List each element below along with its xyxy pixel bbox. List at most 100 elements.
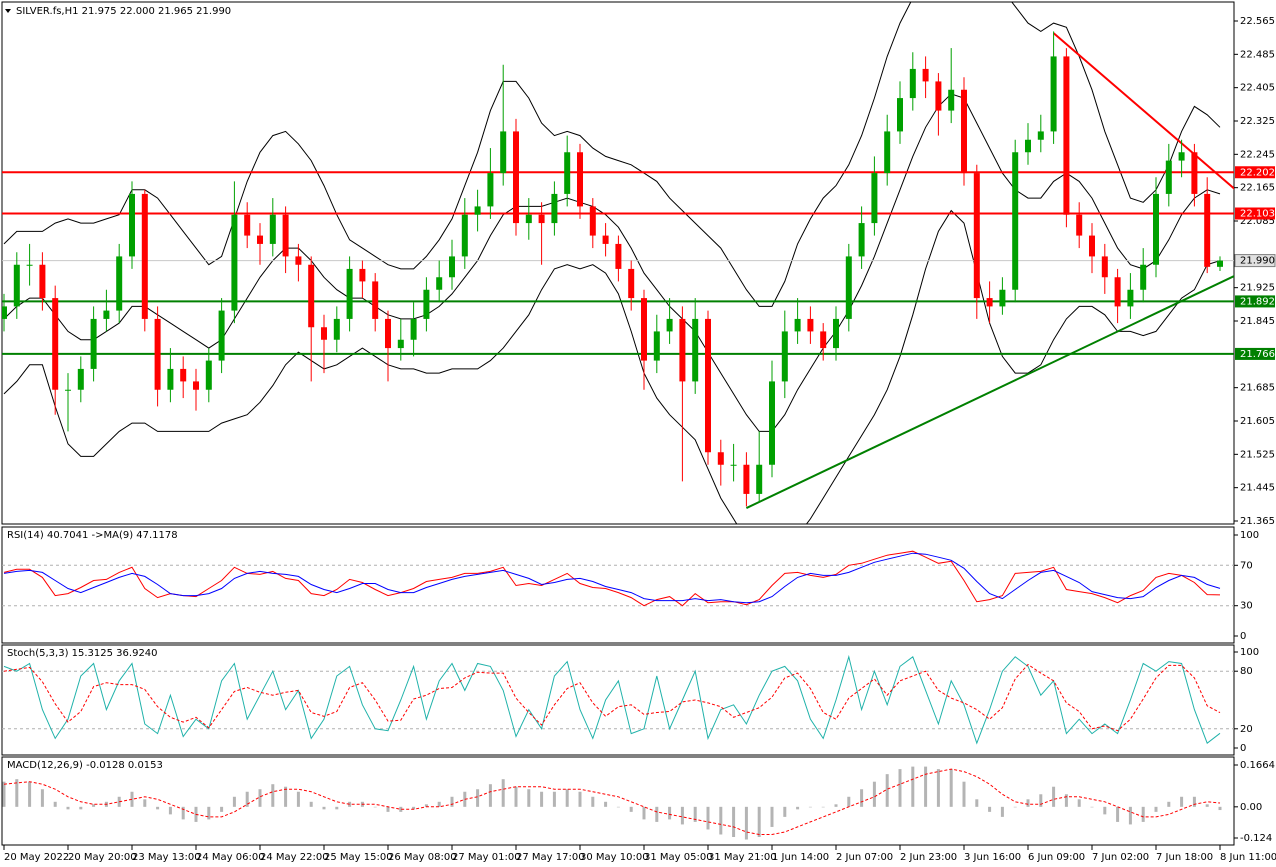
histogram-bar [1218,806,1222,811]
histogram-bar [1039,794,1043,807]
histogram-bar [821,806,825,808]
level-label-box [1235,207,1275,220]
x-tick-label: 27 May 17:00 [516,852,585,863]
candle-body [845,256,852,319]
candle-body [628,268,635,299]
candle-body [756,464,763,494]
candle-body [449,256,455,278]
candle-body [487,173,494,207]
histogram-bar [143,799,147,807]
y-tick-label: 22.245 [1240,149,1275,160]
histogram-bar [783,806,787,817]
histogram-bar [322,806,326,810]
candle-body [961,89,967,174]
histogram-bar [706,806,710,830]
candle-body [295,256,302,265]
y-tick-label: 100 [1240,647,1259,658]
candle-body [1114,277,1121,307]
histogram-bar [949,769,953,807]
histogram-bar [335,806,339,810]
x-tick-label: 7 Jun 18:00 [1156,852,1213,863]
candle-body [717,452,724,465]
candle-body [193,381,199,390]
histogram-bar [66,806,70,810]
candle-body [1127,289,1134,307]
histogram-bar [284,786,288,807]
candle-body [129,193,135,257]
histogram-bar [975,799,979,807]
candle-body [807,318,814,332]
histogram-bar [130,791,134,807]
candle-body [461,214,468,257]
histogram-bar [1154,806,1158,812]
histogram-bar [885,774,889,807]
histogram-bar [898,769,902,807]
histogram-bar [424,804,428,807]
level-label: 21.892 [1240,296,1275,307]
candle-body [935,81,942,111]
histogram-bar [53,801,57,807]
x-tick-label: 2 Jun 07:00 [836,852,893,863]
candle-body [13,264,20,307]
histogram-bar [962,781,966,807]
candle-body [167,368,174,390]
candle-body [794,318,801,332]
candle-body [26,264,33,266]
histogram-bar [744,806,748,840]
histogram-bar [1064,794,1068,807]
candle-body [1063,56,1070,215]
histogram-bar [437,801,441,807]
current-price-box [1234,254,1276,268]
indicator-line [3,2,1221,307]
candle-body [538,214,545,224]
y-tick-label: 21.685 [1240,383,1275,394]
x-tick-label: 7 Jun 02:00 [1092,852,1149,863]
level-label-box [1235,295,1275,308]
candle-body [1025,139,1031,153]
candle-body [615,243,622,269]
histogram-bar [168,806,172,815]
level-label: 21.766 [1240,349,1275,360]
candle-body [410,318,417,340]
candle-body [577,152,583,207]
x-tick-label: 27 May 01:00 [452,852,521,863]
candle-body [1140,264,1147,290]
histogram-bar [732,806,736,837]
histogram-bar [527,789,531,807]
collapse-icon[interactable] [5,9,11,13]
candle-body [1012,152,1019,290]
panel-plot [2,766,1222,840]
level-label: 22.202 [1240,167,1275,178]
candle-body [1191,152,1198,194]
candle-body [65,389,71,391]
stoch-title: Stoch(5,3,3) 15.3125 36.9240 [7,648,158,659]
x-tick-label: 8 Jun 11:00 [1220,852,1276,863]
y-tick-label: 100 [1240,530,1259,541]
candle-body [218,310,225,361]
candle-body [871,173,878,224]
histogram-bar [309,801,313,807]
candle-body [666,318,673,332]
candle-body [525,214,532,224]
histogram-bar [757,806,761,837]
candle-body [141,193,148,319]
panel-plot [2,654,1234,745]
candle-body [2,306,7,319]
candle-body [948,89,955,111]
histogram-bar [92,804,96,807]
histogram-bar [245,791,249,807]
x-tick-label: 26 May 08:00 [388,852,457,863]
y-tick-label: 22.565 [1240,16,1275,27]
candle-body [1089,235,1095,257]
candle-body [231,214,238,311]
x-tick-label: 30 May 10:00 [580,852,649,863]
y-tick-label: 22.085 [1240,216,1275,227]
candle-body [986,298,993,307]
candle-body [589,206,596,236]
indicator-line [3,209,1221,524]
histogram-bar [616,806,620,808]
histogram-bar [911,766,915,807]
histogram-bar [476,789,480,807]
candle-body [474,206,481,215]
y-tick-label: 21.525 [1240,449,1275,460]
